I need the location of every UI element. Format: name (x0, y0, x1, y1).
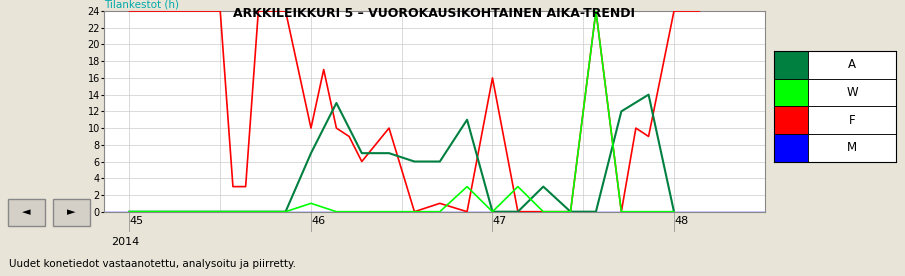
Text: A: A (848, 59, 856, 71)
FancyBboxPatch shape (774, 106, 808, 134)
Text: 2014: 2014 (110, 237, 139, 247)
Text: ARKKILEIKKURI 5 – VUOROKAUSIKOHTAINEN AIKA-TRENDI: ARKKILEIKKURI 5 – VUOROKAUSIKOHTAINEN AI… (233, 7, 635, 20)
Text: 45: 45 (129, 216, 144, 226)
Text: W: W (846, 86, 858, 99)
Text: Uudet konetiedot vastaanotettu, analysoitu ja piirretty.: Uudet konetiedot vastaanotettu, analysoi… (9, 259, 296, 269)
FancyBboxPatch shape (774, 79, 808, 106)
Text: 46: 46 (311, 216, 325, 226)
FancyBboxPatch shape (808, 51, 896, 79)
Text: ►: ► (67, 208, 75, 217)
Text: M: M (847, 141, 857, 154)
FancyBboxPatch shape (774, 51, 808, 79)
FancyBboxPatch shape (8, 199, 44, 226)
Text: 48: 48 (674, 216, 688, 226)
FancyBboxPatch shape (808, 106, 896, 134)
Text: ◄: ◄ (23, 208, 31, 217)
FancyBboxPatch shape (774, 134, 808, 161)
FancyBboxPatch shape (808, 79, 896, 106)
Text: F: F (849, 114, 855, 127)
FancyBboxPatch shape (808, 134, 896, 161)
Text: Tilankestot (h): Tilankestot (h) (104, 0, 179, 10)
Text: 47: 47 (492, 216, 507, 226)
FancyBboxPatch shape (53, 199, 90, 226)
